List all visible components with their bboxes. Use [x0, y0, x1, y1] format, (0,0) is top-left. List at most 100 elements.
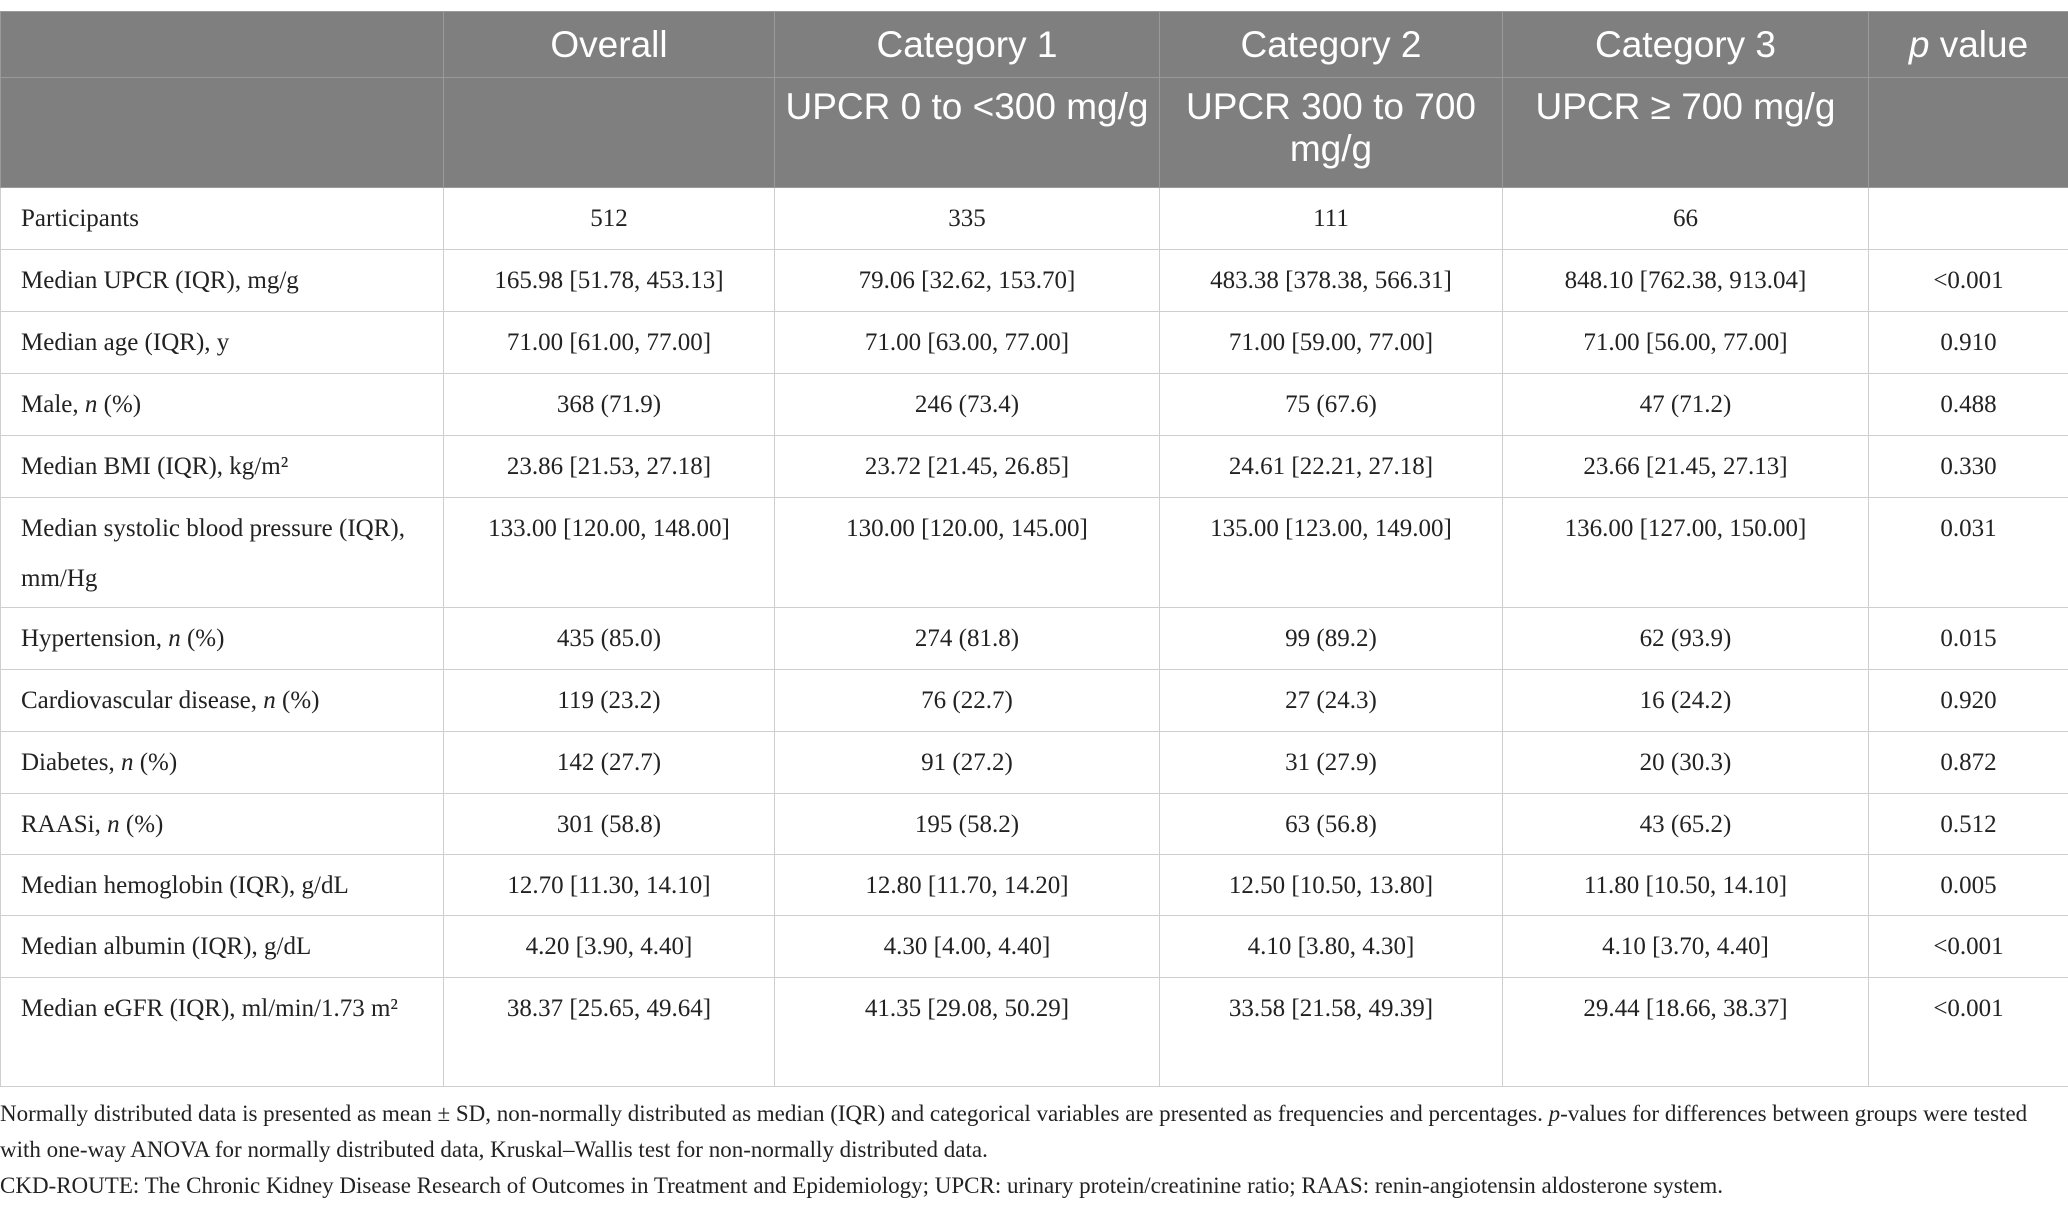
- row-label: Participants: [0, 187, 444, 250]
- row-label: Male, n (%): [0, 373, 444, 436]
- table-cell: 848.10 [762.38, 913.04]: [1502, 249, 1869, 312]
- table-cell: 0.512: [1868, 793, 2068, 855]
- row-label: Median hemoglobin (IQR), g/dL: [0, 854, 444, 916]
- table-cell: 12.50 [10.50, 13.80]: [1159, 854, 1503, 916]
- subheader-cell: UPCR ≥ 700 mg/g: [1502, 77, 1869, 188]
- text-run: Cardiovascular disease,: [21, 687, 264, 714]
- table-cell: 43 (65.2): [1502, 793, 1869, 855]
- row-label: Diabetes, n (%): [0, 731, 444, 794]
- table-cell: 71.00 [61.00, 77.00]: [443, 311, 775, 374]
- table-row: RAASi, n (%) 301 (58.8) 195 (58.2) 63 (56.8…: [0, 793, 2068, 855]
- table-cell: 12.70 [11.30, 14.10]: [443, 854, 775, 916]
- text-run: (%): [180, 625, 225, 652]
- table-cell: 71.00 [56.00, 77.00]: [1502, 311, 1869, 374]
- table-cell: <0.001: [1868, 977, 2068, 1087]
- text-run: Hypertension,: [21, 625, 169, 652]
- table-cell: 135.00 [123.00, 149.00]: [1159, 497, 1503, 608]
- italic-run: p: [1908, 23, 1930, 65]
- table-cell: 274 (81.8): [774, 607, 1160, 670]
- table-cell: 12.80 [11.70, 14.20]: [774, 854, 1160, 916]
- row-label: Median eGFR (IQR), ml/min/1.73 m²: [0, 977, 444, 1087]
- table-cell: 368 (71.9): [443, 373, 775, 436]
- table-cell: 20 (30.3): [1502, 731, 1869, 794]
- text-run: Male,: [21, 391, 85, 418]
- row-label: Median age (IQR), y: [0, 311, 444, 374]
- footnote: CKD-ROUTE: The Chronic Kidney Disease Re…: [0, 1168, 2066, 1204]
- table-body: Participants 512 335 111 66 Median UPCR (IQR)…: [0, 187, 2068, 1087]
- text-run: (%): [97, 391, 142, 418]
- table-cell: 75 (67.6): [1159, 373, 1503, 436]
- table-cell: 76 (22.7): [774, 669, 1160, 732]
- table-cell: 0.920: [1868, 669, 2068, 732]
- italic-run: n: [120, 749, 134, 776]
- header-cell: [0, 11, 444, 78]
- text-run: -values for differences between groups w…: [0, 1101, 2028, 1162]
- footnotes: Normally distributed data is presented a…: [0, 1096, 2066, 1204]
- table-cell: 11.80 [10.50, 14.10]: [1502, 854, 1869, 916]
- text-run: (%): [133, 749, 178, 776]
- table-cell: 4.10 [3.70, 4.40]: [1502, 915, 1869, 978]
- table-row: Cardiovascular disease, n (%) 119 (23.2) 7…: [0, 669, 2068, 732]
- table-cell: 142 (27.7): [443, 731, 775, 794]
- table-cell: 301 (58.8): [443, 793, 775, 855]
- table-cell: 62 (93.9): [1502, 607, 1869, 670]
- row-label: Cardiovascular disease, n (%): [0, 669, 444, 732]
- table-cell: 0.330: [1868, 435, 2068, 498]
- text-run: (%): [119, 811, 164, 838]
- row-label: Median albumin (IQR), g/dL: [0, 915, 444, 978]
- italic-run: n: [107, 811, 120, 838]
- table-cell: 512: [443, 187, 775, 250]
- header-cell: [0, 77, 444, 188]
- table-cell: 111: [1159, 187, 1503, 250]
- table-cell: 0.910: [1868, 311, 2068, 374]
- row-label: Median UPCR (IQR), mg/g: [0, 249, 444, 312]
- table-cell: 0.015: [1868, 607, 2068, 670]
- header-cell: [1868, 77, 2068, 188]
- table-row: Median UPCR (IQR), mg/g 165.98 [51.78, 45…: [0, 249, 2068, 312]
- table-cell: 63 (56.8): [1159, 793, 1503, 855]
- table-cell: 246 (73.4): [774, 373, 1160, 436]
- table-row: Participants 512 335 111 66: [0, 187, 2068, 250]
- italic-run: n: [263, 687, 276, 714]
- row-label: Median systolic blood pressure (IQR), mm…: [0, 497, 444, 608]
- text-run: CKD-ROUTE: The Chronic Kidney Disease Re…: [0, 1173, 1723, 1198]
- table-row: Median systolic blood pressure (IQR), mm…: [0, 497, 2068, 608]
- table-row: Male, n (%) 368 (71.9) 246 (73.4) 75 (67.6)…: [0, 373, 2068, 436]
- text-run: value: [1929, 23, 2029, 65]
- table-row: Hypertension, n (%) 435 (85.0) 274 (81.8) 9…: [0, 607, 2068, 670]
- table-cell: 195 (58.2): [774, 793, 1160, 855]
- table-row: Median eGFR (IQR), ml/min/1.73 m² 38.37 […: [0, 977, 2068, 1087]
- table-cell: 31 (27.9): [1159, 731, 1503, 794]
- table-cell: 335: [774, 187, 1160, 250]
- table-row: Median age (IQR), y 71.00 [61.00, 77.00] 7…: [0, 311, 2068, 374]
- row-label: Median BMI (IQR), kg/m²: [0, 435, 444, 498]
- table-cell: 23.86 [21.53, 27.18]: [443, 435, 775, 498]
- row-label: RAASi, n (%): [0, 793, 444, 855]
- italic-run: n: [84, 391, 98, 418]
- table-cell: 165.98 [51.78, 453.13]: [443, 249, 775, 312]
- table-row: Median albumin (IQR), g/dL 4.20 [3.90, 4.…: [0, 915, 2068, 978]
- table-cell: [1868, 187, 2068, 250]
- table-cell: 47 (71.2): [1502, 373, 1869, 436]
- table-cell: 0.872: [1868, 731, 2068, 794]
- table-row: Median hemoglobin (IQR), g/dL 12.70 [11.3…: [0, 854, 2068, 916]
- table-cell: 24.61 [22.21, 27.18]: [1159, 435, 1503, 498]
- table-cell: 119 (23.2): [443, 669, 775, 732]
- table-cell: 66: [1502, 187, 1869, 250]
- table-cell: 27 (24.3): [1159, 669, 1503, 732]
- text-run: RAASi,: [21, 811, 108, 838]
- header-cell: p value: [1868, 11, 2068, 78]
- table-cell: 4.30 [4.00, 4.40]: [774, 915, 1160, 978]
- subheader-cell: UPCR 300 to 700 mg/g: [1159, 77, 1503, 188]
- row-label: Hypertension, n (%): [0, 607, 444, 670]
- table-cell: 79.06 [32.62, 153.70]: [774, 249, 1160, 312]
- text-run: Normally distributed data is presented a…: [0, 1101, 1549, 1126]
- table-row: Median BMI (IQR), kg/m² 23.86 [21.53, 27.…: [0, 435, 2068, 498]
- table-cell: 133.00 [120.00, 148.00]: [443, 497, 775, 608]
- header-cell: Category 3: [1502, 11, 1869, 78]
- table-cell: 130.00 [120.00, 145.00]: [774, 497, 1160, 608]
- table-cell: 38.37 [25.65, 49.64]: [443, 977, 775, 1087]
